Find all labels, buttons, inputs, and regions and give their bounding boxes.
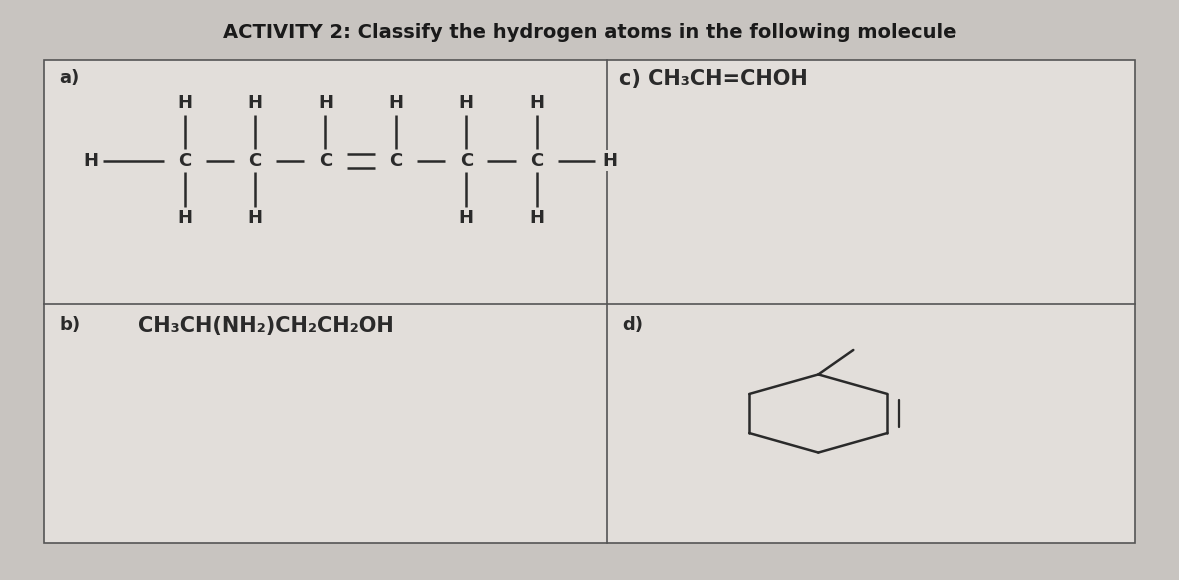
Text: H: H [529,95,545,113]
Text: ACTIVITY 2: Classify the hydrogen atoms in the following molecule: ACTIVITY 2: Classify the hydrogen atoms … [223,23,956,42]
Text: C: C [318,152,332,170]
Text: H: H [177,209,192,227]
Bar [44,60,1135,543]
Text: H: H [388,95,403,113]
Text: H: H [459,209,474,227]
Text: H: H [177,95,192,113]
Text: b): b) [59,316,80,334]
Text: C: C [249,152,262,170]
Text: C: C [531,152,544,170]
Text: C: C [389,152,402,170]
Text: C: C [460,152,473,170]
Text: H: H [84,152,98,170]
Text: H: H [248,209,263,227]
Text: c) CH₃CH=CHOH: c) CH₃CH=CHOH [619,69,808,89]
Text: a): a) [59,69,79,87]
Text: H: H [529,209,545,227]
Text: d): d) [623,316,644,334]
Text: H: H [318,95,332,113]
Text: H: H [248,95,263,113]
Text: C: C [178,152,191,170]
Text: H: H [602,152,617,170]
Text: H: H [459,95,474,113]
Text: CH₃CH(NH₂)CH₂CH₂OH: CH₃CH(NH₂)CH₂CH₂OH [138,316,394,336]
